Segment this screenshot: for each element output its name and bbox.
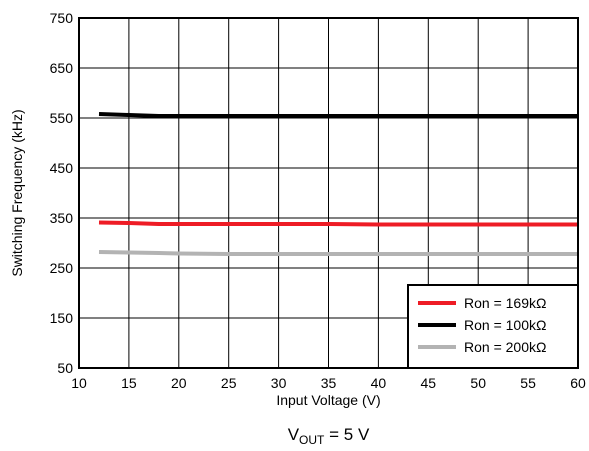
x-tick-label: 45	[421, 375, 437, 391]
legend-label: Ron = 169kΩ	[464, 295, 546, 311]
x-tick-label: 20	[171, 375, 187, 391]
x-tick-labels: 10 15 20 25 30 35 40 45 50 55 60	[71, 375, 586, 391]
x-tick-label: 40	[371, 375, 387, 391]
y-tick-label: 350	[50, 210, 74, 226]
y-axis-label: Switching Frequency (kHz)	[9, 109, 25, 276]
series-line-3	[98, 250, 578, 256]
y-tick-label: 650	[50, 60, 74, 76]
chart-caption: VOUT = 5 V	[288, 425, 370, 447]
x-tick-label: 50	[470, 375, 486, 391]
y-tick-label: 450	[50, 160, 74, 176]
y-tick-label: 150	[50, 310, 74, 326]
x-axis-label: Input Voltage (V)	[276, 392, 380, 408]
x-tick-label: 30	[271, 375, 287, 391]
x-tick-label: 55	[520, 375, 536, 391]
y-tick-labels: 50 150 250 350 450 550 650 750	[50, 10, 74, 376]
series-line-1	[98, 220, 578, 227]
legend: Ron = 169kΩ Ron = 100kΩ Ron = 200kΩ	[407, 284, 579, 369]
caption-rest: = 5 V	[324, 425, 370, 444]
y-tick-label: 550	[50, 110, 74, 126]
caption-main: V	[288, 425, 300, 444]
x-tick-label: 35	[321, 375, 337, 391]
legend-label: Ron = 100kΩ	[464, 317, 546, 333]
x-tick-label: 60	[570, 375, 586, 391]
series-line-2	[98, 112, 578, 118]
y-tick-label: 50	[57, 360, 73, 376]
series-lines	[98, 112, 578, 256]
y-tick-label: 750	[50, 10, 74, 26]
x-tick-label: 25	[221, 375, 237, 391]
x-tick-label: 15	[121, 375, 137, 391]
x-tick-label: 10	[71, 375, 87, 391]
y-tick-label: 250	[50, 260, 74, 276]
legend-label: Ron = 200kΩ	[464, 339, 546, 355]
plot-frame	[78, 17, 579, 369]
caption-subscript: OUT	[299, 433, 325, 447]
